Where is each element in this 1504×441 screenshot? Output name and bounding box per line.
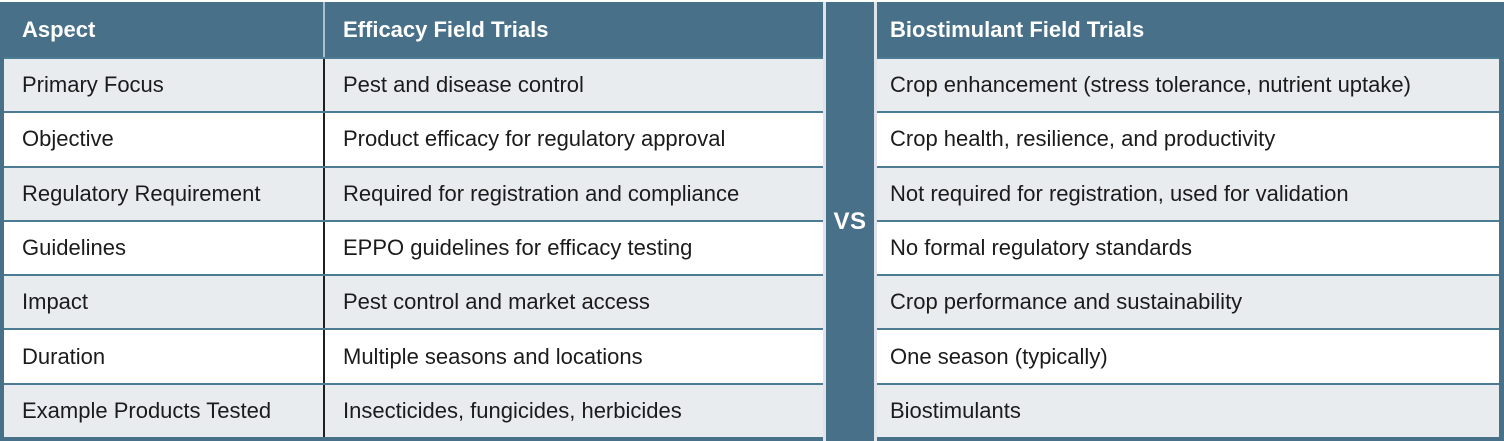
efficacy-table: Aspect Efficacy Field Trials Primary Foc… [0, 2, 823, 441]
aspect-cell: Objective [4, 113, 325, 166]
table-row-regulatory-requirement: Not required for registration, used for … [877, 165, 1499, 220]
value-cell: Biostimulants [890, 397, 1021, 423]
table-row-guidelines: No formal regulatory standards [877, 219, 1499, 275]
value-cell: No formal regulatory standards [890, 234, 1193, 260]
efficacy-header-row: Aspect Efficacy Field Trials [4, 2, 823, 57]
table-row-example-products: Example Products Tested Insecticides, fu… [4, 382, 823, 437]
table-row-objective: Objective Product efficacy for regulator… [4, 111, 823, 166]
value-cell: Crop enhancement (stress tolerance, nutr… [890, 72, 1411, 98]
vs-divider: VS [823, 2, 877, 441]
value-cell: Multiple seasons and locations [343, 343, 643, 369]
aspect-cell: Duration [4, 330, 325, 383]
value-cell: Insecticides, fungicides, herbicides [343, 397, 682, 423]
value-cell: Required for registration and compliance [343, 180, 740, 206]
column-header-efficacy: Efficacy Field Trials [343, 16, 549, 42]
table-row-duration: One season (typically) [877, 328, 1499, 383]
value-cell: Crop performance and sustainability [890, 289, 1243, 315]
value-cell: Product efficacy for regulatory approval [343, 126, 726, 152]
value-cell: EPPO guidelines for efficacy testing [343, 234, 693, 260]
table-row-primary-focus: Primary Focus Pest and disease control [4, 57, 823, 112]
table-row-impact: Impact Pest control and market access [4, 274, 823, 329]
biostimulant-table: Biostimulant Field Trials Crop enhanceme… [877, 2, 1504, 441]
value-cell: Pest and disease control [343, 72, 584, 98]
value-cell: One season (typically) [890, 343, 1108, 369]
aspect-cell: Regulatory Requirement [4, 167, 325, 220]
table-row-duration: Duration Multiple seasons and locations [4, 328, 823, 383]
table-row-regulatory-requirement: Regulatory Requirement Required for regi… [4, 165, 823, 220]
table-row-example-products: Biostimulants [877, 382, 1499, 437]
column-header-aspect: Aspect [4, 2, 325, 57]
column-header-biostimulant: Biostimulant Field Trials [890, 16, 1145, 42]
table-row-guidelines: Guidelines EPPO guidelines for efficacy … [4, 219, 823, 275]
biostimulant-header-row: Biostimulant Field Trials [877, 2, 1499, 57]
table-row-objective: Crop health, resilience, and productivit… [877, 111, 1499, 166]
value-cell: Crop health, resilience, and productivit… [890, 126, 1276, 152]
aspect-cell: Example Products Tested [4, 384, 325, 437]
vs-label: VS [833, 207, 867, 235]
aspect-cell: Primary Focus [4, 59, 325, 112]
table-row-impact: Crop performance and sustainability [877, 274, 1499, 329]
value-cell: Pest control and market access [343, 289, 650, 315]
table-row-primary-focus: Crop enhancement (stress tolerance, nutr… [877, 57, 1499, 112]
aspect-cell: Impact [4, 276, 325, 329]
aspect-cell: Guidelines [4, 221, 325, 275]
value-cell: Not required for registration, used for … [890, 180, 1349, 206]
